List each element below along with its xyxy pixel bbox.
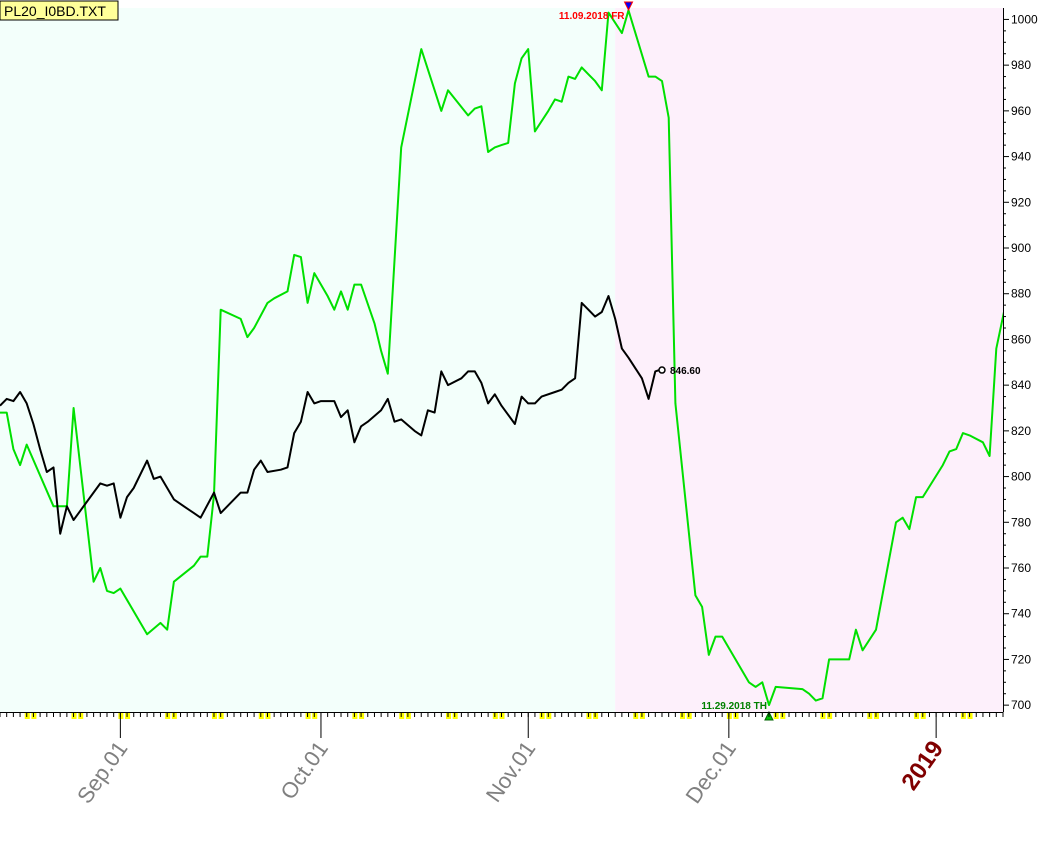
high-date-label: 11.09.2018 FR [559, 11, 625, 22]
chart-title: PL20_I0BD.TXT [4, 3, 106, 19]
chart-title-box: PL20_I0BD.TXT [0, 0, 119, 21]
y-tick-label: 780 [1011, 515, 1031, 529]
y-tick-label: 920 [1011, 195, 1031, 209]
y-tick-label: 1000 [1011, 12, 1038, 26]
y-tick-label: 820 [1011, 424, 1031, 438]
y-tick-label: 740 [1011, 607, 1031, 621]
x-tick-label: Nov.01 [481, 737, 541, 807]
y-tick-label: 700 [1011, 698, 1031, 712]
y-tick-label: 720 [1011, 652, 1031, 666]
x-tick-label: Sep.01 [72, 737, 132, 808]
y-tick-label: 880 [1011, 287, 1031, 301]
series-layer [0, 9, 1003, 707]
background-region-1 [615, 8, 1003, 712]
y-tick-label: 800 [1011, 470, 1031, 484]
y-tick-label: 840 [1011, 378, 1031, 392]
y-tick-label: 980 [1011, 58, 1031, 72]
y-tick-label: 900 [1011, 241, 1031, 255]
series-line-0 [0, 9, 1003, 707]
high-marker [623, 1, 634, 12]
x-tick-label: 2019 [896, 736, 949, 795]
last-value-dot [658, 366, 666, 374]
low-date-label: 11.29.2018 TH [701, 701, 767, 712]
x-tick-label: Dec.01 [680, 737, 740, 808]
y-tick-label: 860 [1011, 332, 1031, 346]
y-tick-label: 960 [1011, 104, 1031, 118]
x-tick-label: Oct.01 [275, 737, 333, 804]
background-regions [0, 8, 1003, 712]
y-tick-label: 760 [1011, 561, 1031, 575]
last-value-label: 846.60 [670, 366, 701, 377]
x-axis: Sep.01 Oct.01 Nov.01 Dec.01 2019 [0, 712, 1004, 808]
series-line-1 [0, 295, 663, 535]
background-region-0 [0, 8, 616, 712]
y-tick-label: 940 [1011, 150, 1031, 164]
y-axis: 700 720 740 760 780 800 820 840 860 880 900 920 940 9… [1003, 8, 1038, 712]
